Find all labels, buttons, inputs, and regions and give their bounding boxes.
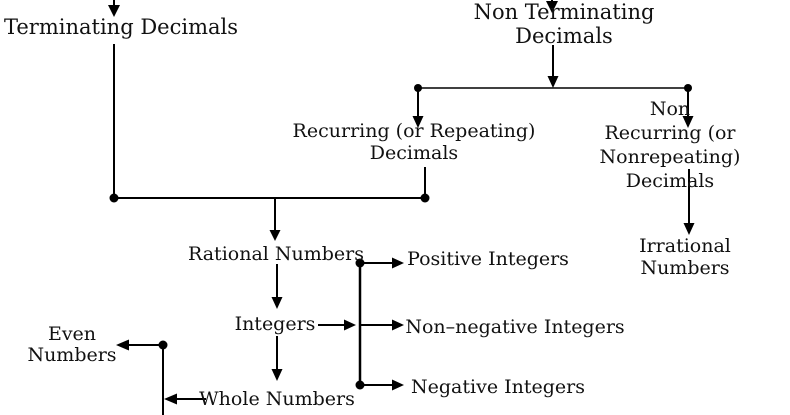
arrow-rational-to-integers [271,264,283,309]
node-recurring-decimals: Recurring (or Repeating) Decimals [292,120,536,164]
node-integers: Integers [234,313,316,335]
node-irrational-numbers: Irrational Numbers [639,235,731,279]
arrow-rail-to-even-numbers [116,339,163,351]
arrow-junction-to-rational [269,198,281,241]
arrow-split-to-non-recurring [682,88,694,128]
connector-terminating-to-junction [109,44,119,203]
arrow-non-recurring-to-irrational [683,169,695,235]
node-non-terminating-decimals: Non Terminating Decimals [473,0,655,48]
node-rational-numbers: Rational Numbers [187,243,365,265]
node-negative-integers: Negative Integers [411,376,585,398]
node-non-recurring-decimals: Non Recurring (or Nonrepeating) Decimals [599,98,741,192]
node-non-negative-integers: Non–negative Integers [405,316,625,338]
arrow-rail-to-negative-integers [360,379,404,391]
arrow-whole-to-even-rail [164,393,206,405]
arrow-split-to-recurring [412,88,424,128]
arrow-integers-to-whole [271,336,283,381]
arrow-top-into-terminating [108,0,120,17]
arrow-non-terminating-to-split [547,45,559,88]
connector-junction-bar [114,167,430,203]
arrow-rail-to-positive-integers [360,257,404,269]
arrow-top-into-non-terminating [546,0,558,13]
connector-even-rail [158,340,168,415]
node-whole-numbers: Whole Numbers [199,388,355,410]
arrow-rail-to-non-negative-integers [360,319,404,331]
node-terminating-decimals: Terminating Decimals [4,15,238,39]
arrow-integers-to-rail [318,319,356,331]
node-even-numbers: Even Numbers [27,323,117,366]
node-positive-integers: Positive Integers [407,248,569,270]
